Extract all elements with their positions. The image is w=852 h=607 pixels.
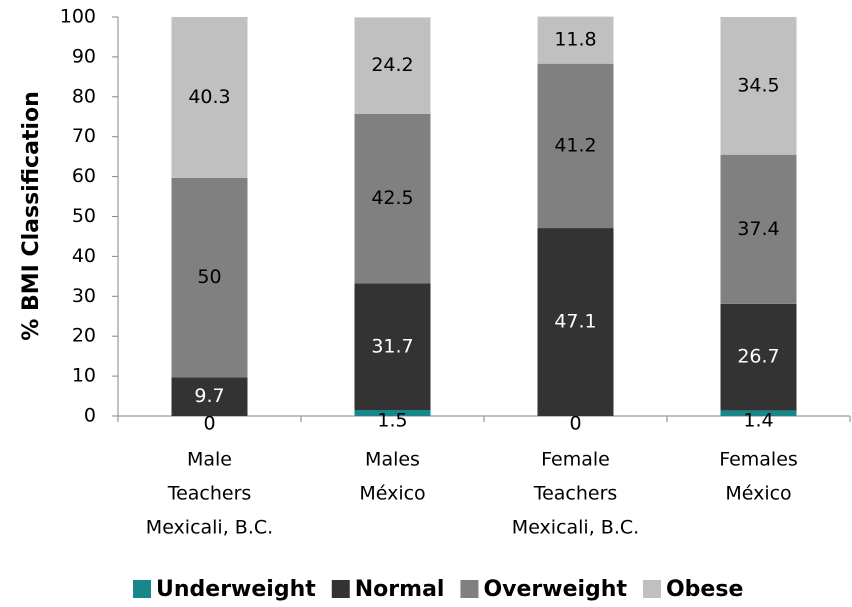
y-axis-title: % BMI Classification <box>19 91 44 341</box>
bar-segment <box>354 283 431 411</box>
legend-swatch <box>642 580 661 598</box>
data-label: 9.7 <box>194 385 224 407</box>
y-tick-label: 60 <box>72 165 96 187</box>
bar-segment <box>354 113 431 284</box>
y-tick-label: 0 <box>84 405 96 427</box>
x-tick-label: Teachers <box>167 483 252 505</box>
y-tick-label: 50 <box>72 205 96 227</box>
bar-segment <box>537 63 614 229</box>
data-label: 31.7 <box>371 335 413 357</box>
data-label: 1.5 <box>377 410 407 432</box>
y-tick-label: 70 <box>72 125 96 147</box>
x-tick-label: Females <box>719 449 798 471</box>
bar-segment <box>720 17 797 155</box>
data-label: 1.4 <box>743 410 773 432</box>
data-label: 24.2 <box>371 54 413 76</box>
y-tick-label: 90 <box>72 45 96 67</box>
y-tick-label: 10 <box>72 365 96 387</box>
x-tick-label: Mexicali, B.C. <box>512 517 639 539</box>
bar-segment <box>720 410 797 416</box>
data-label: 42.5 <box>371 187 413 209</box>
y-tick-label: 80 <box>72 85 96 107</box>
data-label: 47.1 <box>554 311 596 333</box>
bar-segment <box>354 410 431 416</box>
x-tick-label: Mexicali, B.C. <box>146 517 273 539</box>
bar-segment <box>537 16 614 64</box>
legend-swatch <box>133 580 151 598</box>
legend-label: Underweight <box>156 577 316 602</box>
x-tick-label: México <box>725 483 791 505</box>
data-label: 50 <box>197 266 221 288</box>
legend-label: Overweight <box>483 577 627 602</box>
data-label: 26.7 <box>737 346 779 368</box>
bar-segment <box>537 228 614 416</box>
y-tick-label: 20 <box>72 325 96 347</box>
data-label: 11.8 <box>554 29 596 51</box>
data-label: 37.4 <box>737 218 779 240</box>
bar-segment <box>171 377 248 416</box>
bar-segment <box>354 17 431 114</box>
legend-swatch <box>331 580 350 598</box>
legend-label: Normal <box>355 577 445 602</box>
y-tick-label: 100 <box>60 6 96 28</box>
data-label: 40.3 <box>188 86 230 108</box>
legend-swatch <box>460 580 479 598</box>
x-tick-label: Male <box>187 449 232 471</box>
data-label: 41.2 <box>554 134 596 156</box>
bar-segment <box>171 177 248 378</box>
x-tick-label: Males <box>365 449 420 471</box>
bar-segment <box>720 303 797 411</box>
data-label: 0 <box>203 413 215 435</box>
x-tick-label: México <box>359 483 425 505</box>
x-tick-label: Female <box>541 449 610 471</box>
bar-segment <box>171 17 248 178</box>
x-tick-label: Teachers <box>533 483 618 505</box>
data-label: 0 <box>569 413 581 435</box>
bar-segment <box>720 154 797 304</box>
legend-label: Obese <box>666 577 743 602</box>
data-label: 34.5 <box>737 74 779 96</box>
y-tick-label: 30 <box>72 285 96 307</box>
y-tick-label: 40 <box>72 245 96 267</box>
